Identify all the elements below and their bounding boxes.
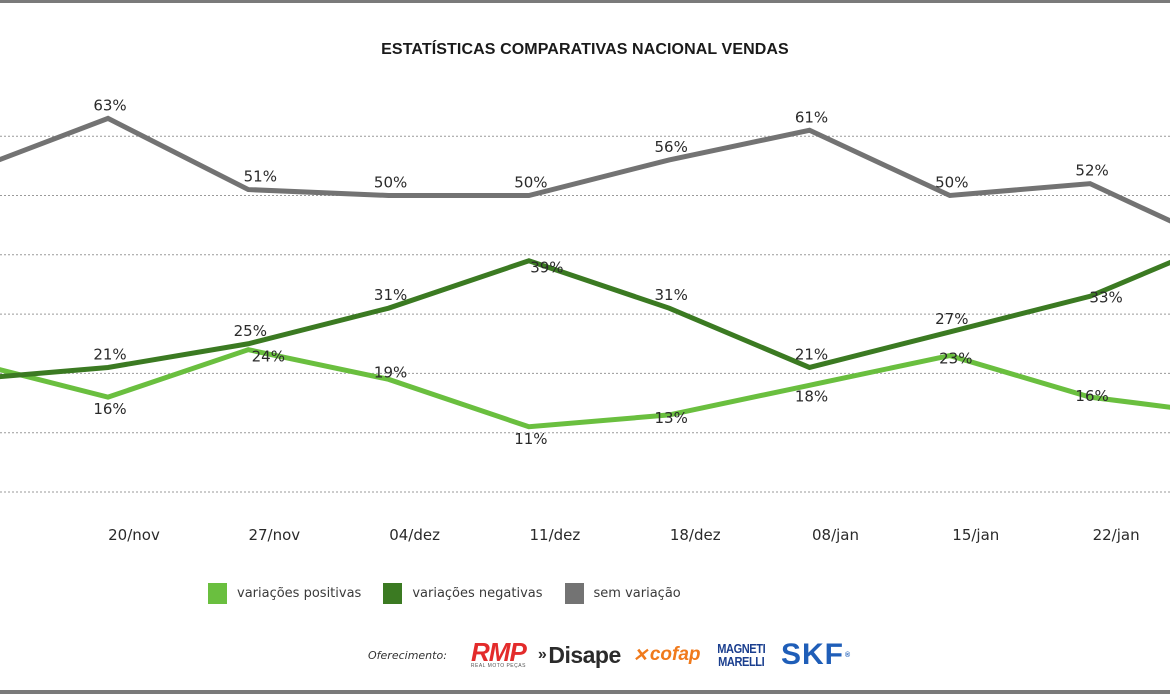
x-tick-label: 20/nov	[108, 526, 160, 544]
data-label-variacoes-positivas: 18%	[795, 387, 828, 405]
x-tick-label: 08/jan	[812, 526, 859, 544]
data-label-variacoes-negativas: 39%	[530, 259, 563, 277]
sponsor-label: Oferecimento:	[368, 648, 447, 662]
legend-label: sem variação	[593, 586, 681, 601]
data-label-sem-variacao: 52%	[1075, 162, 1108, 180]
cofap-mark-icon: ✕	[632, 644, 648, 665]
data-label-sem-variacao: 56%	[655, 138, 688, 156]
legend-label: variações negativas	[412, 586, 543, 601]
data-label-sem-variacao: 50%	[514, 174, 547, 192]
data-label-sem-variacao: 61%	[795, 108, 828, 126]
magneti-marelli-logo[interactable]: MAGNETI MARELLI	[717, 642, 765, 668]
data-label-variacoes-positivas: 16%	[1075, 387, 1108, 405]
data-label-sem-variacao: 50%	[374, 174, 407, 192]
data-label-variacoes-positivas: 23%	[939, 350, 972, 368]
disape-logo-text: Disape	[548, 641, 621, 668]
rmp-logo[interactable]: RMP REAL MOTO PEÇAS	[470, 636, 527, 670]
x-tick-label: 11/dez	[530, 526, 581, 544]
sponsor-bar: Oferecimento: RMP REAL MOTO PEÇAS » Disa…	[368, 638, 863, 672]
data-labels: 63% 51% 50% 50% 56% 61% 50% 52% 16% 24% 19% 11% 13% 1…	[93, 96, 1122, 447]
data-label-variacoes-positivas: 11%	[514, 430, 547, 448]
cofap-logo-text: cofap	[649, 644, 701, 665]
data-label-variacoes-positivas: 24%	[252, 348, 285, 366]
x-tick-label: 18/dez	[670, 526, 721, 544]
registered-icon: ®	[845, 651, 852, 659]
data-label-variacoes-negativas: 21%	[93, 345, 126, 363]
x-tick-label: 04/dez	[389, 526, 440, 544]
legend-swatch-negative	[383, 583, 403, 604]
data-label-variacoes-negativas: 21%	[795, 345, 828, 363]
data-label-sem-variacao: 51%	[244, 168, 277, 186]
skf-logo[interactable]: SKF ®	[781, 638, 851, 672]
data-label-variacoes-negativas: 31%	[655, 286, 688, 304]
legend-item-variacoes-negativas[interactable]: variações negativas	[383, 583, 543, 604]
data-label-sem-variacao: 63%	[93, 96, 126, 114]
series-line-variacoes-positivas	[0, 347, 1170, 430]
cofap-logo[interactable]: ✕ cofap	[633, 644, 701, 666]
data-label-variacoes-positivas: 13%	[655, 409, 688, 427]
legend-swatch-positive	[208, 583, 227, 604]
line-chart: 63% 51% 50% 50% 56% 61% 50% 52% 16% 24% 19% 11% 13% 1…	[0, 96, 1170, 544]
legend-label: variações positivas	[237, 586, 362, 601]
top-border	[0, 0, 1170, 3]
disape-logo[interactable]: » Disape	[538, 642, 621, 669]
legend-item-variacoes-positivas[interactable]: variações positivas	[208, 583, 361, 604]
gridlines	[0, 135, 1170, 493]
legend-swatch-no-change	[564, 583, 584, 604]
data-label-variacoes-positivas: 16%	[93, 400, 126, 418]
data-label-variacoes-negativas: 33%	[1089, 288, 1122, 306]
magneti-line1: MAGNETI	[716, 641, 765, 656]
skf-logo-text: SKF	[781, 638, 844, 671]
series-lines	[0, 115, 1170, 430]
data-label-variacoes-negativas: 31%	[374, 286, 407, 304]
x-tick-label: 15/jan	[952, 526, 999, 544]
chart-title: ESTATÍSTICAS COMPARATIVAS NACIONAL VENDA…	[381, 41, 789, 58]
rmp-logo-text: RMP	[471, 636, 527, 667]
legend-item-sem-variacao[interactable]: sem variação	[564, 583, 681, 604]
series-line-sem-variacao	[0, 115, 1170, 224]
data-label-variacoes-positivas: 19%	[374, 363, 407, 381]
x-axis-ticks: 20/nov 27/nov 04/dez 11/dez 18/dez 08/jan 15/j…	[108, 526, 1139, 544]
series-line-variacoes-negativas	[0, 258, 1170, 380]
legend: variações positivas variações negativas …	[208, 583, 703, 604]
x-tick-label: 22/jan	[1093, 526, 1140, 544]
data-label-variacoes-negativas: 27%	[935, 310, 968, 328]
chevron-right-icon: »	[537, 646, 547, 663]
rmp-logo-subtitle: REAL MOTO PEÇAS	[470, 662, 526, 669]
data-label-sem-variacao: 50%	[935, 174, 968, 192]
magneti-line2: MARELLI	[717, 654, 765, 669]
data-label-variacoes-negativas: 25%	[234, 322, 267, 340]
bottom-border	[0, 690, 1170, 694]
x-tick-label: 27/nov	[248, 526, 300, 544]
